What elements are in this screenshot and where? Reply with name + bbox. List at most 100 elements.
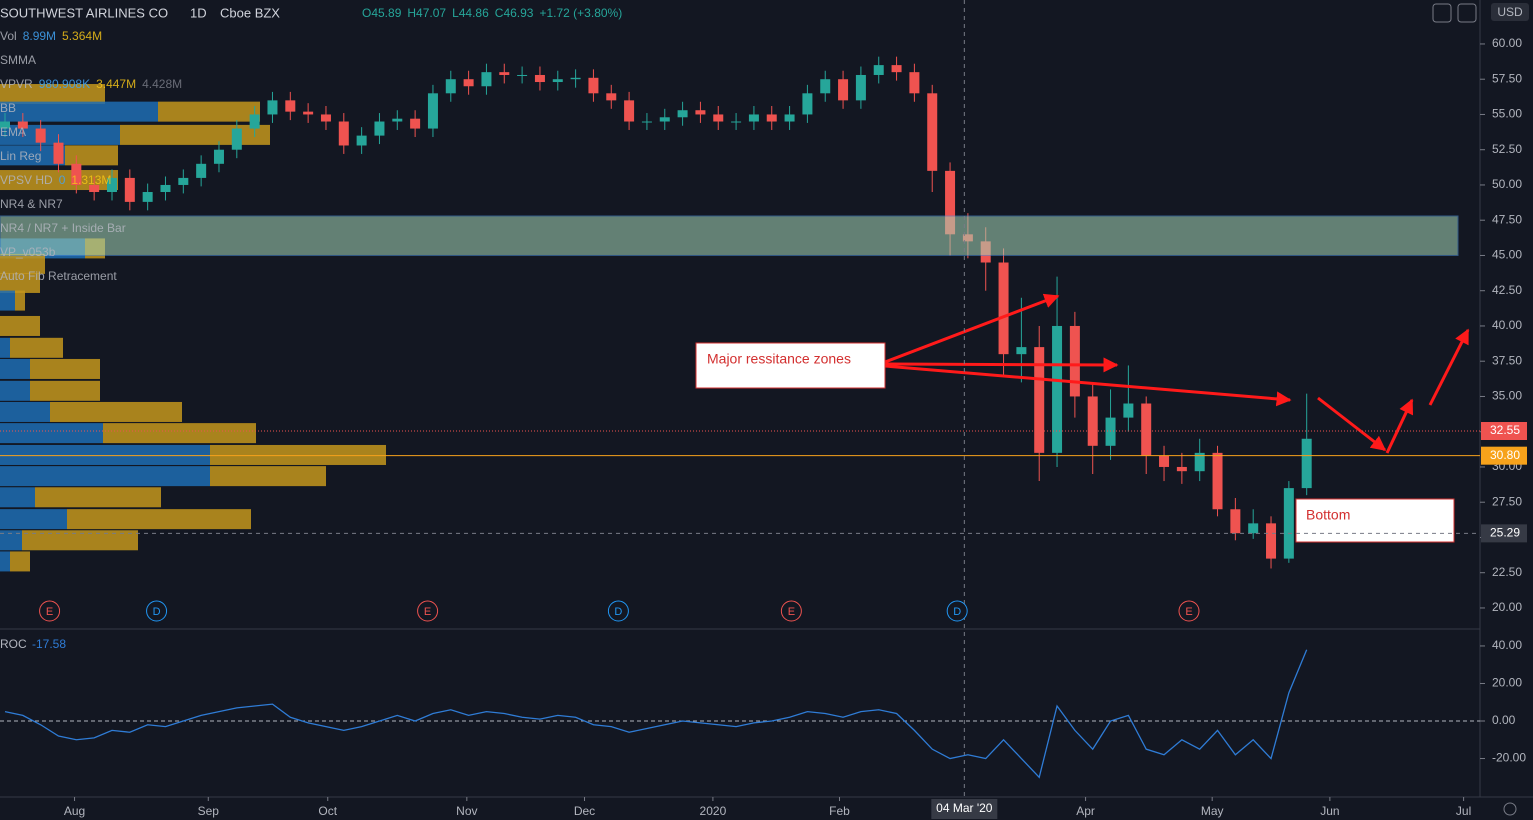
vp-down-bar — [30, 358, 100, 379]
roc-value: -17.58 — [32, 637, 66, 651]
ohlc-value: +1.72 (+3.80%) — [539, 6, 622, 20]
vp-up-bar — [0, 509, 67, 530]
roc-title: ROC — [0, 637, 27, 651]
candle-body — [499, 72, 510, 75]
event-marker — [146, 600, 168, 622]
candle-body — [570, 77, 581, 80]
candle-body — [1123, 403, 1134, 418]
price-label: 32.55 — [1490, 423, 1520, 437]
vp-up-bar — [0, 145, 65, 166]
candle-body — [873, 65, 884, 75]
candle-body — [124, 177, 135, 202]
indicator-value: 1.313M — [71, 173, 111, 187]
candle-body — [303, 111, 314, 115]
interval: 1D — [190, 5, 207, 20]
candle-body — [0, 121, 10, 129]
indicator-name: Lin Reg — [0, 149, 41, 163]
ohlc-value: O45.89 — [362, 6, 402, 20]
vp-down-bar — [210, 444, 386, 465]
symbol-title: SOUTHWEST AIRLINES CO — [0, 5, 168, 20]
x-tick-label: Sep — [198, 804, 220, 818]
candle-body — [374, 121, 385, 136]
vp-down-bar — [50, 401, 182, 422]
candle-body — [677, 110, 688, 118]
candle-body — [713, 114, 724, 122]
indicator-value: 0 — [59, 173, 66, 187]
candle-body — [552, 79, 563, 83]
indicator-name: Vol — [0, 29, 17, 43]
vp-down-bar — [0, 253, 45, 274]
vp-up-bar — [0, 101, 158, 122]
x-tick-label: Jun — [1320, 804, 1339, 818]
exchange: Cboe BZX — [220, 5, 280, 20]
indicator-name: NR4 & NR7 — [0, 197, 63, 211]
candle-body — [784, 114, 795, 122]
candle-body — [927, 93, 938, 171]
candle-body — [1087, 396, 1098, 446]
vp-down-bar — [15, 290, 25, 311]
vp-down-bar — [10, 337, 63, 358]
indicator-value: 4.428M — [142, 77, 182, 91]
y-tick-label: 55.00 — [1492, 107, 1522, 121]
candle-body — [267, 100, 278, 115]
vp-up-bar — [0, 401, 50, 422]
vp-up-bar — [0, 530, 22, 551]
y-tick-label: 57.50 — [1492, 71, 1522, 85]
indicator-name: VPSV HD — [0, 173, 53, 187]
crosshair-y-box — [1481, 524, 1527, 543]
fullscreen-button[interactable] — [1457, 3, 1477, 23]
main-pane — [0, 56, 1459, 572]
event-label: E — [788, 606, 795, 618]
price-label-box — [1481, 422, 1527, 441]
arrow — [884, 364, 1292, 407]
x-tick-label: Apr — [1076, 804, 1095, 818]
vp-down-bar — [120, 124, 270, 145]
arrow — [1317, 396, 1387, 452]
candle-body — [820, 79, 831, 94]
settings-button[interactable] — [1503, 802, 1517, 816]
x-tick-label: May — [1201, 804, 1224, 818]
vp-up-bar — [0, 124, 120, 145]
ohlc-value: H47.07 — [407, 6, 446, 20]
y-tick-label: 52.50 — [1492, 142, 1522, 156]
candle-body — [695, 110, 706, 115]
candle-body — [1052, 325, 1063, 453]
candle-body — [945, 170, 956, 235]
candle-body — [1266, 523, 1277, 559]
candle-body — [1230, 509, 1241, 534]
indicator-value: 5.364M — [62, 29, 102, 43]
indicator-name: EMA — [0, 125, 26, 139]
candle-body — [356, 135, 367, 146]
x-tick-label: Aug — [64, 804, 85, 818]
annotation-group: Major ressitance zones Bottom — [695, 293, 1470, 543]
y-tick-label: 35.00 — [1492, 389, 1522, 403]
candle-body — [142, 192, 153, 202]
candle-body — [427, 93, 438, 129]
candle-body — [517, 74, 528, 76]
candle-body — [231, 128, 242, 150]
candle-body — [178, 177, 189, 185]
download-button[interactable] — [1432, 3, 1452, 23]
event-marker — [417, 600, 439, 622]
vp-up-bar — [0, 290, 15, 311]
vp-up-bar — [0, 487, 35, 508]
vp-down-bar — [0, 272, 40, 293]
candle-body — [1176, 466, 1187, 472]
indicator-name: BB — [0, 101, 16, 115]
roc-tick-label: 40.00 — [1492, 638, 1522, 652]
candle-body — [71, 163, 82, 185]
indicator-value: 3.447M — [96, 77, 136, 91]
event-label: E — [424, 606, 431, 618]
vp-down-bar — [35, 487, 161, 508]
candle-body — [1105, 417, 1116, 446]
roc-tick-label: -20.00 — [1492, 751, 1526, 765]
event-label: D — [953, 606, 961, 618]
candle-body — [909, 72, 920, 94]
x-tick-label: Dec — [574, 804, 595, 818]
candle-body — [410, 118, 421, 129]
roc-tick-label: 20.00 — [1492, 676, 1522, 690]
candle-body — [17, 121, 28, 129]
candle-body — [659, 117, 670, 122]
y-tick-label: 42.50 — [1492, 283, 1522, 297]
